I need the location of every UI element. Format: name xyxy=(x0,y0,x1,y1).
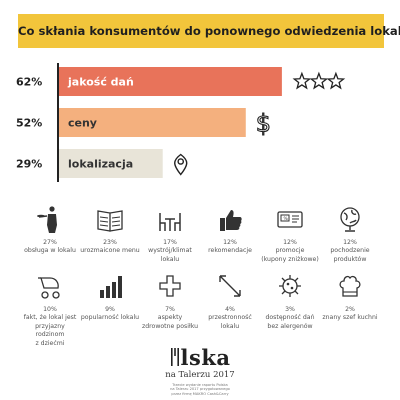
bar-0 xyxy=(58,67,282,96)
value-label-0: 62% xyxy=(16,76,42,89)
category-label-1: ceny xyxy=(68,117,97,130)
factor-label: 23% urozmaicone menu xyxy=(80,239,140,255)
factor-label: 12% rekomendacje xyxy=(208,239,252,255)
thumbs-up-icon xyxy=(220,210,242,231)
factor-item: 23% urozmaicone menu xyxy=(80,205,140,256)
logo-wordmark: lska xyxy=(0,345,400,372)
location-pin-icon xyxy=(174,153,188,176)
factor-item: 12% rekomendacje xyxy=(200,205,260,256)
coupon-icon: % xyxy=(277,211,303,228)
factor-item: 10% fakt, że lokal jest przyjazny rodzin… xyxy=(20,272,80,348)
title-bar: Co skłania konsumentów do ponownego odwi… xyxy=(0,0,400,62)
factor-label: 17% wystrój/klimat lokalu xyxy=(148,239,192,263)
footer: lska na Talerzu 2017 Trzecie wydanie rap… xyxy=(0,345,400,400)
value-label-2: 29% xyxy=(16,158,42,171)
factor-label: 3% dostępność dań bez alergenów xyxy=(265,306,315,330)
factor-item: 4% przestronność lokalu xyxy=(200,272,260,331)
factor-label: 10% fakt, że lokal jest przyjazny rodzin… xyxy=(23,306,77,347)
virus-icon xyxy=(279,275,301,297)
logo-note: Trzecie wydanie raportu Polska na Talerz… xyxy=(170,383,230,396)
factor-label: 27% obsługa w lokalu xyxy=(24,239,76,255)
three-stars-icon xyxy=(292,71,346,90)
factor-item: 7% aspekty zdrowotne posiłku xyxy=(140,272,200,331)
page-title: Co skłania konsumentów do ponownego odwi… xyxy=(18,24,400,38)
factor-item: 3% dostępność dań bez alergenów xyxy=(260,272,320,331)
factor-item: % 12% promocje (kupony zniżkowe) xyxy=(260,205,320,264)
factor-item: 17% wystrój/klimat lokalu xyxy=(140,205,200,264)
factor-label: 2% znany szef kuchni xyxy=(322,306,378,322)
factor-label: 9% popularność lokalu xyxy=(80,306,140,322)
stroller-icon xyxy=(38,277,60,299)
dollar-icon: $ xyxy=(256,110,271,138)
bar-chart: 62% jakość dań 52% ceny $29% lokalizacja xyxy=(16,63,346,182)
factors-grid: 27% obsługa w lokalu 23% urozmaicone menu… xyxy=(20,205,380,347)
bar-2 xyxy=(58,149,163,178)
category-label-0: jakość dań xyxy=(67,76,134,89)
waiter-icon xyxy=(37,206,57,233)
svg-text:%: % xyxy=(284,216,289,222)
logo-text: lska xyxy=(180,345,231,370)
factor-item: 27% obsługa w lokalu xyxy=(20,205,80,256)
fork-knife-icon xyxy=(170,347,180,372)
category-label-2: lokalizacja xyxy=(68,158,133,171)
bar-1 xyxy=(58,108,246,137)
title-band xyxy=(18,14,384,48)
factor-label: 12% promocje (kupony zniżkowe) xyxy=(261,239,319,263)
factor-label: 12% pochodzenie produktów xyxy=(330,239,370,263)
factor-item: 2% znany szef kuchni xyxy=(320,272,380,323)
factor-item: 12% pochodzenie produktów xyxy=(320,205,380,264)
chef-hat-icon xyxy=(339,275,361,297)
factor-item: 9% popularność lokalu xyxy=(80,272,140,323)
bar-growth-icon xyxy=(100,276,122,298)
value-label-1: 52% xyxy=(16,117,42,130)
menu-book-icon xyxy=(97,210,123,232)
globe-icon xyxy=(340,207,360,232)
factor-label: 4% przestronność lokalu xyxy=(208,306,252,330)
logo-subtitle: na Talerzu 2017 xyxy=(165,370,235,380)
factor-label: 7% aspekty zdrowotne posiłku xyxy=(141,306,199,330)
table-chairs-icon xyxy=(159,213,181,231)
health-cross-icon xyxy=(159,275,181,297)
expand-arrows-icon xyxy=(219,275,241,297)
